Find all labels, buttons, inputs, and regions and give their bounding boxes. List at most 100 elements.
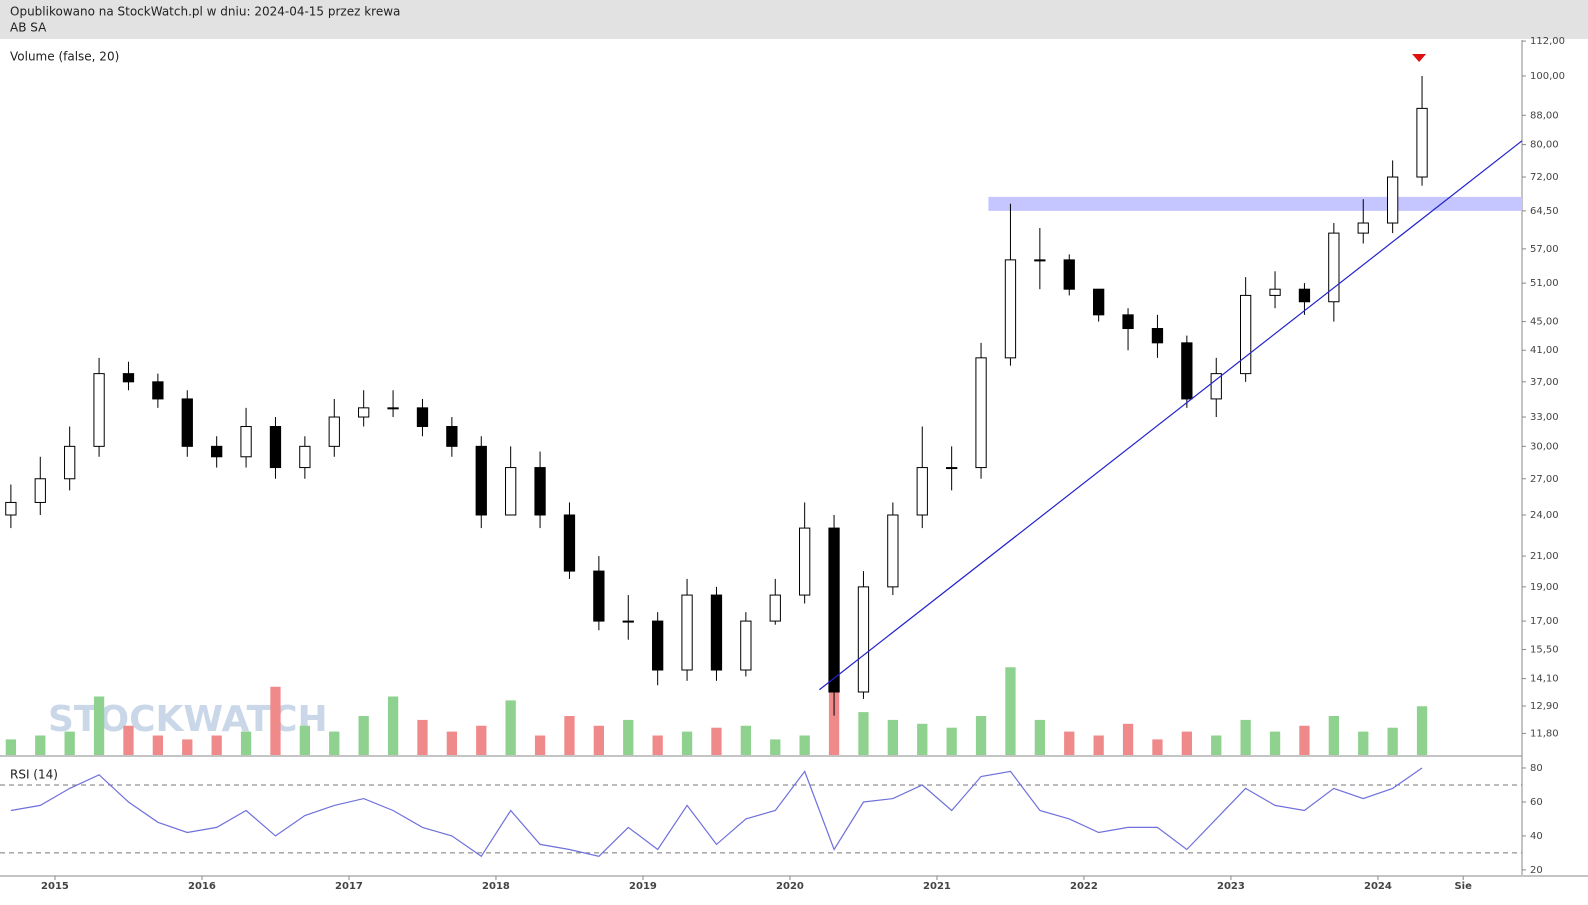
volume-bar — [1122, 723, 1134, 755]
volume-bar — [505, 700, 516, 755]
candle-body — [5, 501, 17, 516]
volume-bar — [652, 735, 663, 755]
volume-bar — [1064, 731, 1075, 755]
candle-body — [857, 586, 870, 693]
y-tick-label: 112,00 — [1530, 36, 1565, 47]
candle-body — [269, 425, 282, 469]
y-tick-label: 24,00 — [1530, 510, 1559, 521]
candle-body — [34, 478, 46, 503]
candle-body — [769, 594, 781, 622]
candle-body — [1298, 288, 1311, 303]
candle-body — [475, 445, 487, 516]
y-tick-label: 17,00 — [1530, 616, 1559, 627]
volume-bar — [1358, 731, 1369, 755]
candle-body — [93, 373, 105, 447]
candle-body — [328, 416, 340, 447]
volume-bar — [476, 725, 487, 755]
volume-bar — [1328, 716, 1339, 755]
y-tick-label: 21,00 — [1530, 551, 1559, 562]
candle-body — [446, 425, 458, 447]
volume-bar — [681, 731, 693, 755]
volume-bar — [1005, 667, 1016, 755]
x-tick-label: Sie — [1454, 881, 1472, 892]
trend-line — [818, 140, 1523, 691]
volume-bar — [1152, 739, 1163, 755]
volume-bar — [329, 731, 340, 755]
x-tick-label: 2020 — [776, 881, 804, 892]
candle-body — [1357, 222, 1369, 234]
candle-body — [505, 467, 517, 516]
volume-bar — [1269, 731, 1281, 755]
volume-bar — [240, 731, 252, 755]
candle-body — [1240, 294, 1252, 375]
candle-body — [887, 514, 899, 588]
candle-body — [1269, 288, 1281, 296]
volume-bar — [5, 739, 17, 755]
volume-bar — [946, 727, 957, 755]
volume-bar — [211, 735, 222, 755]
candle-body — [916, 467, 928, 516]
candle-body — [122, 373, 135, 383]
volume-bar — [770, 739, 781, 755]
x-tick-label: 2018 — [482, 881, 510, 892]
volume-bar — [1034, 719, 1045, 755]
volume-bar — [446, 731, 458, 755]
stock-name: AB SA — [10, 21, 47, 35]
candle-body — [1122, 314, 1134, 330]
candle-body — [358, 407, 370, 418]
y-tick-label: 64,50 — [1530, 206, 1559, 217]
volume-bar — [417, 719, 428, 755]
volume-bar — [270, 686, 281, 755]
volume-bar — [534, 735, 546, 755]
y-tick-label: 37,00 — [1530, 377, 1559, 388]
x-tick-label: 2021 — [923, 881, 951, 892]
volume-bar — [1240, 719, 1251, 755]
y-tick-label: 14,10 — [1530, 674, 1559, 685]
volume-bar — [358, 716, 369, 755]
volume-bar — [152, 735, 164, 755]
candle-body — [946, 467, 958, 470]
candle-body — [1063, 259, 1075, 290]
volume-bar — [64, 731, 75, 755]
candle-body — [387, 407, 399, 410]
volume-bar — [887, 719, 899, 755]
volume-bar — [711, 727, 722, 755]
volume-bar — [564, 716, 575, 755]
y-tick-label: 72,00 — [1530, 172, 1559, 183]
candle-body — [534, 467, 546, 516]
candle-body — [1004, 259, 1017, 359]
candle-body — [710, 594, 723, 671]
volume-bar — [299, 725, 311, 755]
rsi-tick-label: 60 — [1530, 797, 1543, 808]
y-tick-label: 45,00 — [1530, 317, 1559, 328]
candle-body — [416, 407, 429, 427]
volume-bar — [623, 719, 634, 755]
volume-bar — [917, 723, 928, 755]
published: Opublikowano na StockWatch.pl w dniu: 20… — [10, 5, 400, 19]
rsi-title: RSI (14) — [10, 768, 58, 782]
y-tick-label: 12,90 — [1530, 701, 1559, 712]
candle-body — [799, 527, 811, 596]
x-tick-label: 2015 — [41, 881, 69, 892]
volume-bar — [1299, 725, 1310, 755]
volume-bar — [182, 739, 193, 755]
rsi-tick-label: 20 — [1530, 865, 1543, 876]
rsi-tick-label: 80 — [1530, 763, 1543, 774]
volume-bar — [93, 696, 105, 755]
candle-body — [299, 445, 311, 469]
candle-body — [681, 594, 693, 671]
candle-body — [975, 357, 987, 469]
candle-body — [1034, 259, 1046, 262]
volume-bar — [1416, 706, 1428, 755]
volume-bar — [35, 735, 46, 755]
volume-bar — [740, 725, 752, 755]
y-tick-label: 11,80 — [1530, 728, 1559, 739]
y-tick-label: 15,50 — [1530, 644, 1559, 655]
volume-label: Volume (false, 20) — [10, 50, 119, 64]
y-tick-label: 30,00 — [1530, 441, 1559, 452]
y-tick-label: 41,00 — [1530, 345, 1559, 356]
candle-body — [181, 398, 193, 447]
candle-body — [593, 570, 605, 622]
rsi-tick-label: 40 — [1530, 831, 1543, 842]
